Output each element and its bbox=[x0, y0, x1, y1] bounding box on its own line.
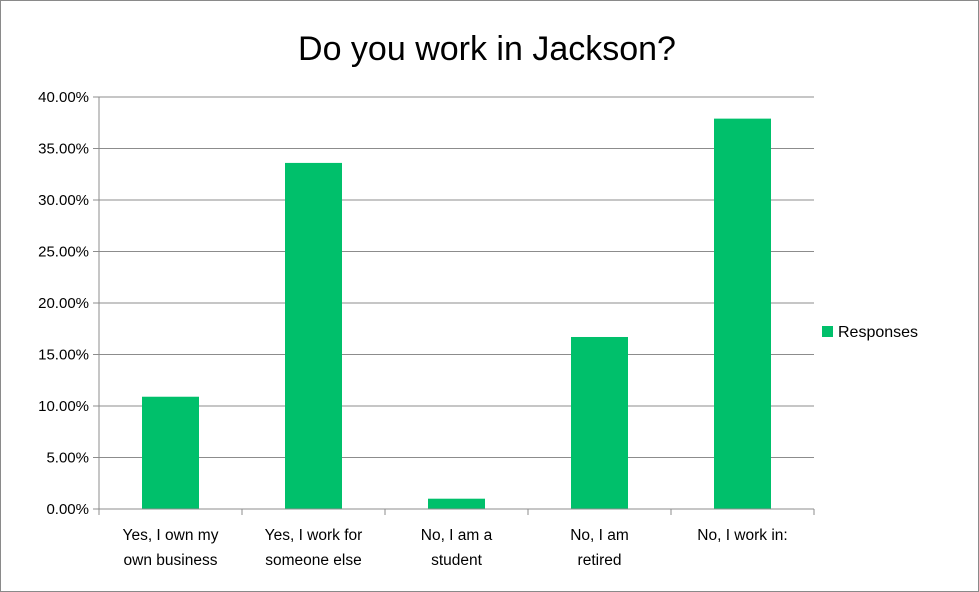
y-tick-label: 20.00% bbox=[38, 295, 89, 312]
x-tick-label: No, I work in: bbox=[697, 527, 787, 544]
bar bbox=[571, 336, 628, 509]
gridlines bbox=[99, 96, 814, 510]
y-axis-ticks: 0.00% 5.00% 10.00% 15.00% 20.00% 25.00% 30.00%… bbox=[38, 89, 100, 518]
legend: Responses bbox=[822, 324, 918, 341]
y-tick-label: 5.00% bbox=[46, 450, 89, 467]
bar bbox=[428, 498, 485, 509]
y-tick-label: 0.00% bbox=[46, 501, 89, 518]
bar bbox=[142, 396, 199, 509]
x-tick-label: Yes, I own my own business bbox=[123, 527, 219, 569]
bars bbox=[142, 118, 771, 510]
legend-swatch bbox=[822, 326, 833, 337]
y-tick-label: 25.00% bbox=[38, 244, 89, 261]
bar bbox=[285, 162, 342, 510]
x-axis: Yes, I own my own business Yes, I work for… bbox=[98, 508, 815, 569]
legend-label: Responses bbox=[838, 324, 918, 341]
chart-title: Do you work in Jackson? bbox=[298, 30, 676, 68]
x-tick-label: No, I am retired bbox=[570, 527, 629, 569]
x-tick-label: No, I am a student bbox=[421, 527, 493, 569]
y-tick-label: 35.00% bbox=[38, 141, 89, 158]
x-tick-label: Yes, I work for someone else bbox=[265, 527, 363, 569]
bar bbox=[714, 118, 771, 509]
y-tick-label: 10.00% bbox=[38, 398, 89, 415]
y-tick-label: 30.00% bbox=[38, 192, 89, 209]
y-tick-label: 15.00% bbox=[38, 347, 89, 364]
y-tick-label: 40.00% bbox=[38, 89, 89, 106]
